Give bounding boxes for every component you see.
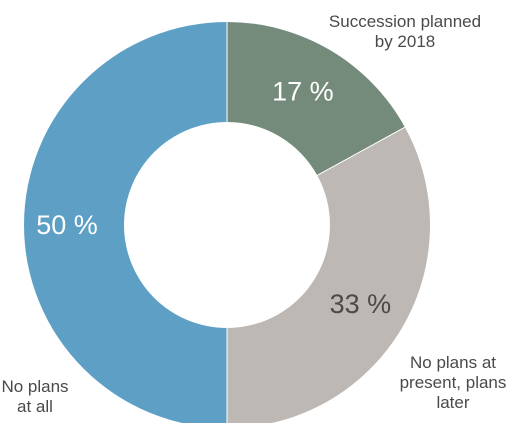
slice-no-plans-at-present-plans-later <box>227 127 430 423</box>
slice-label-no-plans-at-all: No plans at all <box>1 377 68 416</box>
slice-no-plans-at-all <box>24 22 227 423</box>
slice-succession-planned-by-2018 <box>227 22 405 176</box>
slice-value-succession-planned-by-2018: 17 % <box>272 77 334 107</box>
slice-value-no-plans-at-present-plans-later: 33 % <box>330 289 392 319</box>
slice-label-no-plans-at-present-plans-later: No plans at present, plans later <box>400 353 507 412</box>
slice-divider <box>316 126 407 177</box>
slice-label-succession-planned-by-2018: Succession planned by 2018 <box>329 12 481 51</box>
slice-value-no-plans-at-all: 50 % <box>36 210 98 240</box>
